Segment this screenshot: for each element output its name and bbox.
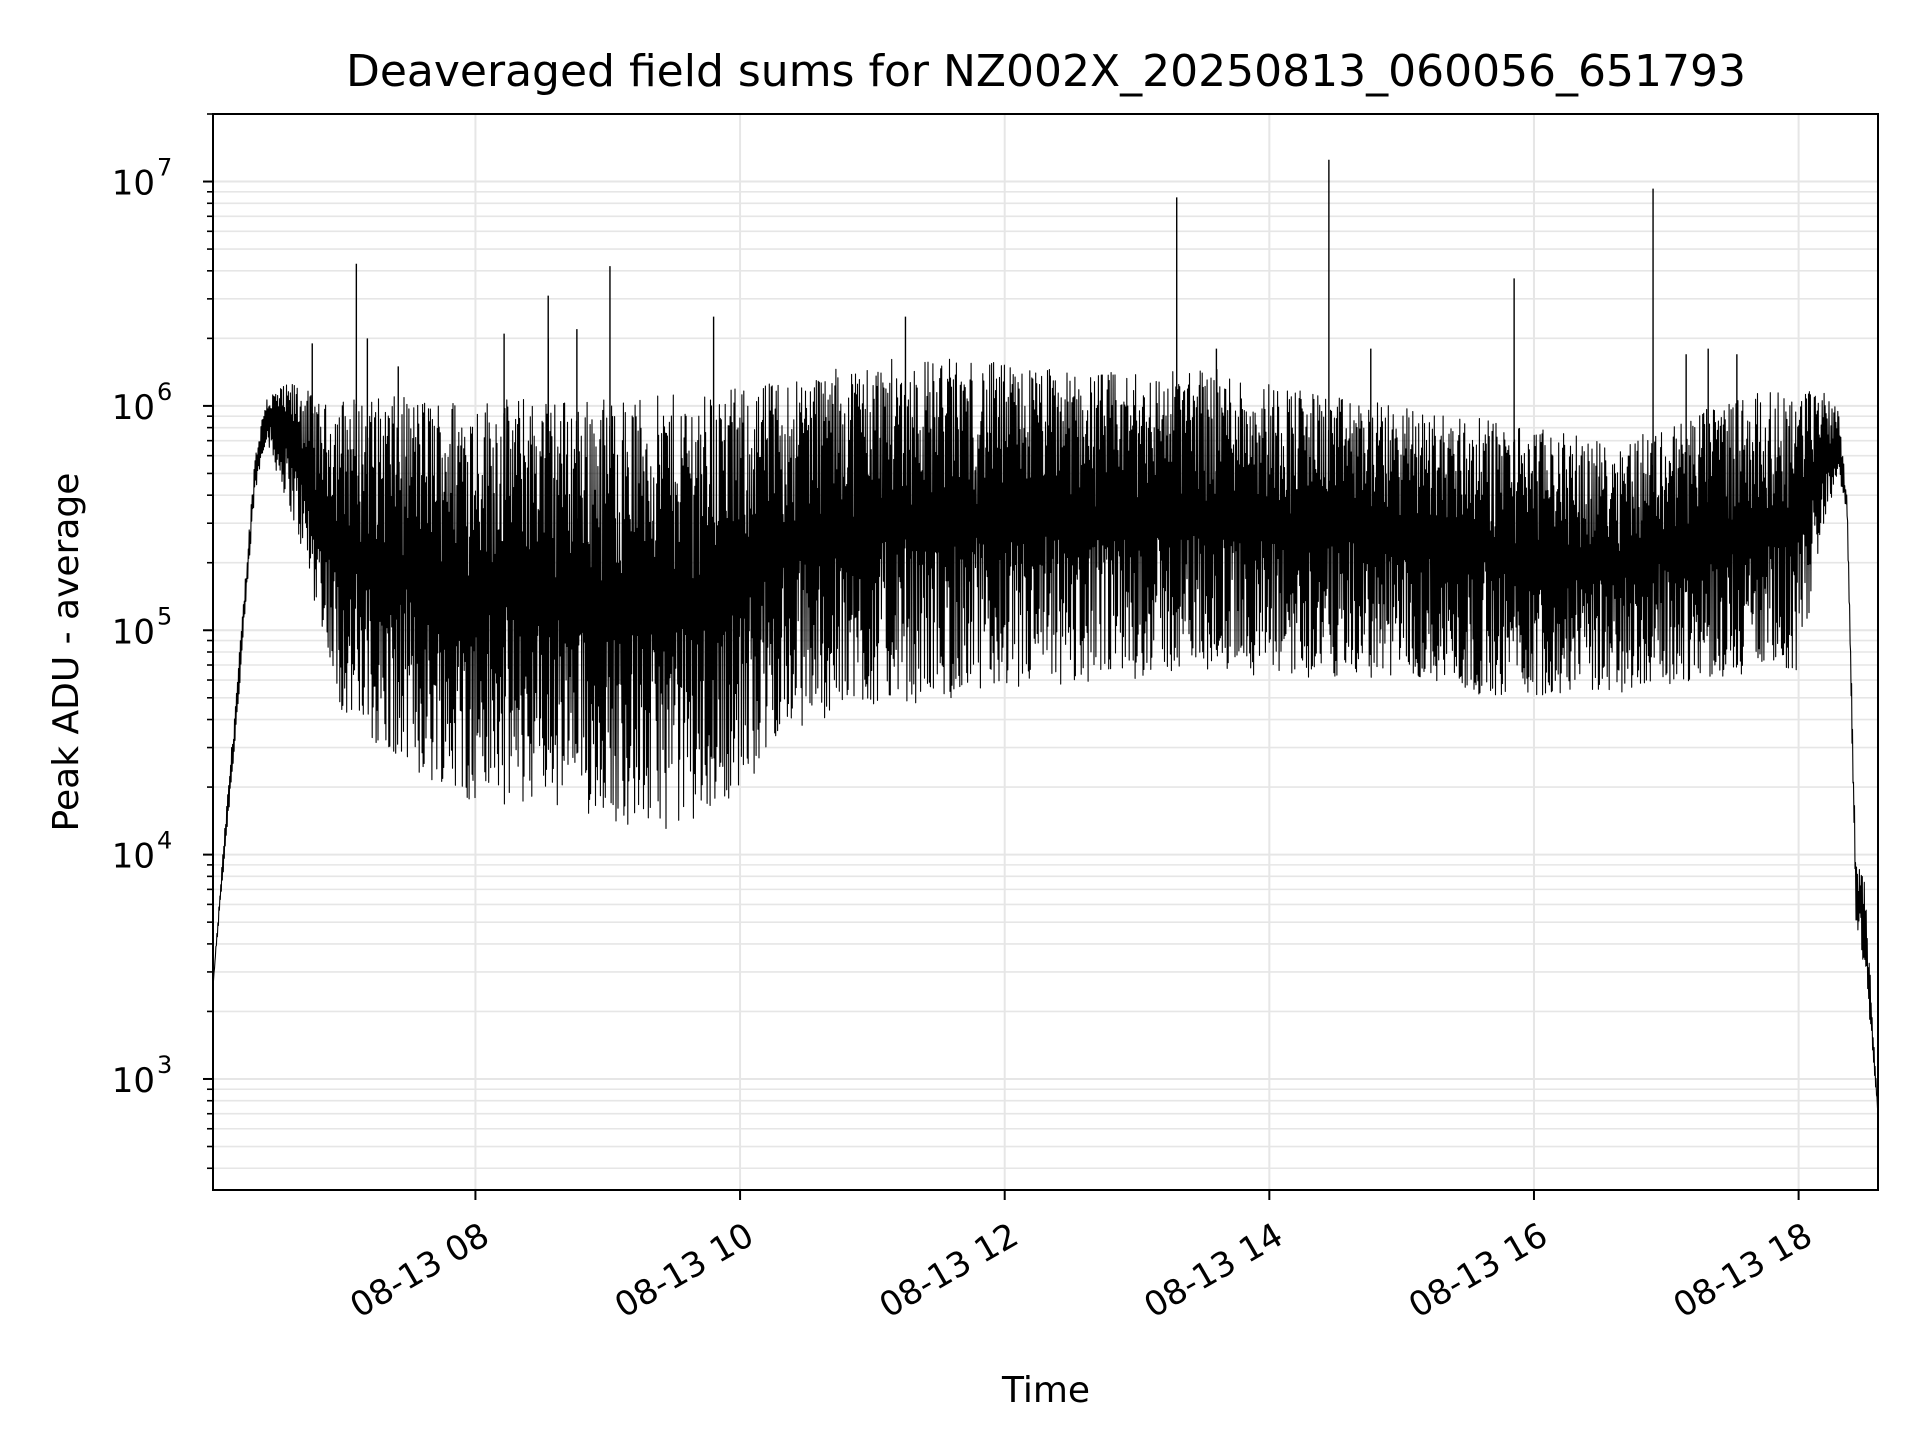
x-axis-ticks: 08-13 08 08-13 10 08-13 12 08-13 14 08-13 16… — [344, 1190, 1819, 1326]
chart-title: Deaveraged field sums for NZ002X_2025081… — [346, 46, 1746, 97]
y-tick-exponent: 3 — [157, 1051, 172, 1079]
y-tick-exponent: 6 — [157, 378, 172, 406]
data-layer — [212, 159, 1879, 1114]
x-tick-label: 08-13 10 — [608, 1215, 760, 1326]
x-tick-label: 08-13 08 — [344, 1215, 496, 1326]
y-axis-label: Peak ADU - average — [46, 473, 87, 832]
y-tick-exponent: 4 — [157, 827, 172, 855]
y-tick-label: 10 — [112, 837, 155, 877]
y-tick-label: 10 — [112, 1061, 155, 1101]
x-tick-label: 08-13 18 — [1667, 1215, 1819, 1326]
x-axis-label: Time — [1001, 1370, 1090, 1411]
y-tick-label: 10 — [112, 612, 155, 652]
y-tick-exponent: 7 — [157, 154, 172, 182]
x-tick-label: 08-13 12 — [873, 1215, 1025, 1326]
y-tick-label: 10 — [112, 164, 155, 204]
series-line — [212, 358, 1879, 1114]
y-tick-label: 10 — [112, 388, 155, 428]
y-tick-exponent: 5 — [157, 602, 172, 630]
x-tick-label: 08-13 16 — [1402, 1215, 1554, 1326]
x-tick-label: 08-13 14 — [1137, 1215, 1289, 1326]
